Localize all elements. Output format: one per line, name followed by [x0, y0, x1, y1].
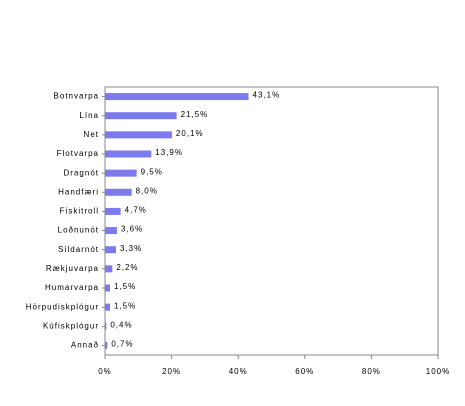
y-tick-label: Dragnót: [64, 168, 99, 177]
y-tick-label: Loðnunót: [58, 226, 99, 235]
value-label: 1,5%: [114, 282, 136, 291]
y-tick-label: Annað: [71, 341, 99, 350]
y-tick-label: Hörpudiskplógur: [26, 302, 99, 311]
y-tick-label: Botnvarpa: [54, 92, 99, 101]
y-tick-label: Síldarnót: [58, 245, 99, 254]
value-label: 0,4%: [110, 320, 132, 329]
plot-area: [104, 86, 439, 356]
bar: [105, 322, 107, 330]
bar: [105, 227, 117, 235]
x-tick-label: 100%: [426, 367, 450, 376]
bar: [105, 303, 110, 311]
y-tick-label: Lína: [79, 111, 99, 120]
bar: [105, 246, 116, 254]
value-label: 3,3%: [120, 244, 142, 253]
bar: [105, 265, 113, 273]
value-label: 13,9%: [155, 148, 183, 157]
value-label: 21,5%: [181, 110, 209, 119]
x-tick-label: 80%: [362, 367, 381, 376]
bar: [105, 131, 172, 139]
y-tick-label: Humarvarpa: [45, 283, 99, 292]
bar: [105, 150, 152, 158]
y-tick-label: Rækjuvarpa: [46, 264, 99, 273]
bar: [105, 188, 132, 196]
x-tick-label: 0%: [98, 367, 112, 376]
x-tick-label: 60%: [295, 367, 314, 376]
bar: [105, 112, 177, 120]
y-tick-label: Kúfiskplógur: [43, 321, 99, 330]
bar: [105, 284, 110, 292]
y-tick-label: Handfæri: [58, 187, 99, 196]
x-tick-label: 40%: [229, 367, 248, 376]
value-label: 2,2%: [116, 263, 138, 272]
value-label: 8,0%: [136, 186, 158, 195]
value-label: 43,1%: [253, 91, 281, 100]
y-tick-label: Fiskitroll: [60, 207, 99, 216]
bar: [105, 207, 121, 215]
bar: [105, 93, 249, 101]
value-label: 4,7%: [125, 206, 147, 215]
bar: [105, 169, 137, 177]
value-label: 0,7%: [111, 340, 133, 349]
y-tick-label: Flotvarpa: [57, 149, 99, 158]
value-label: 3,6%: [121, 225, 143, 234]
value-label: 9,5%: [141, 167, 163, 176]
value-label: 1,5%: [114, 301, 136, 310]
x-tick-label: 20%: [162, 367, 181, 376]
y-tick-label: Net: [84, 130, 99, 139]
value-label: 20,1%: [176, 129, 204, 138]
bar: [105, 341, 108, 349]
